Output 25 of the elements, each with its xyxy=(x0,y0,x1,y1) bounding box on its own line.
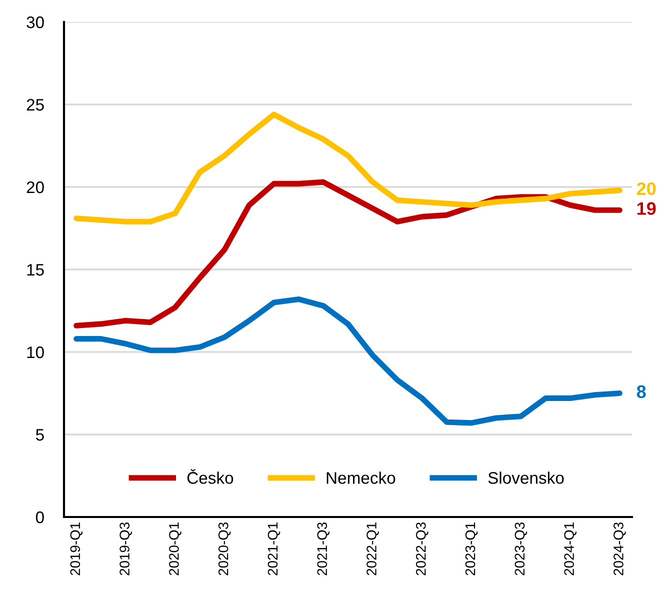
x-tick-label: 2024-Q1 xyxy=(564,522,576,576)
y-tick-label: 0 xyxy=(36,511,44,524)
legend-label: Česko xyxy=(187,469,234,484)
x-tick-label: 2021-Q3 xyxy=(317,522,330,576)
x-tick-label: 2021-Q1 xyxy=(268,522,280,576)
legend-label: Nemecko xyxy=(326,472,396,484)
y-tick-label: 10 xyxy=(27,346,44,358)
x-tick-label: 2023-Q1 xyxy=(465,522,478,576)
y-tick-label: 30 xyxy=(26,16,44,28)
x-tick-label: 2024-Q3 xyxy=(614,522,626,576)
y-tick-label: 5 xyxy=(36,429,44,441)
x-tick-label: 2022-Q3 xyxy=(416,522,428,576)
x-tick-label: 2019-Q1 xyxy=(70,522,83,576)
data-label: 8 xyxy=(636,385,646,398)
x-tick-label: 2022-Q1 xyxy=(366,522,379,576)
legend-label: Slovensko xyxy=(488,472,564,484)
x-tick-label: 2020-Q3 xyxy=(218,522,231,576)
x-tick-label: 2020-Q1 xyxy=(169,522,182,576)
y-tick-label: 25 xyxy=(26,98,44,111)
data-label: 20 xyxy=(636,182,656,196)
x-tick-label: 2023-Q3 xyxy=(514,522,528,576)
y-tick-label: 20 xyxy=(26,181,44,194)
data-label: 19 xyxy=(637,202,656,215)
y-tick-label: 15 xyxy=(27,264,44,276)
x-tick-label: 2019-Q3 xyxy=(120,522,132,576)
